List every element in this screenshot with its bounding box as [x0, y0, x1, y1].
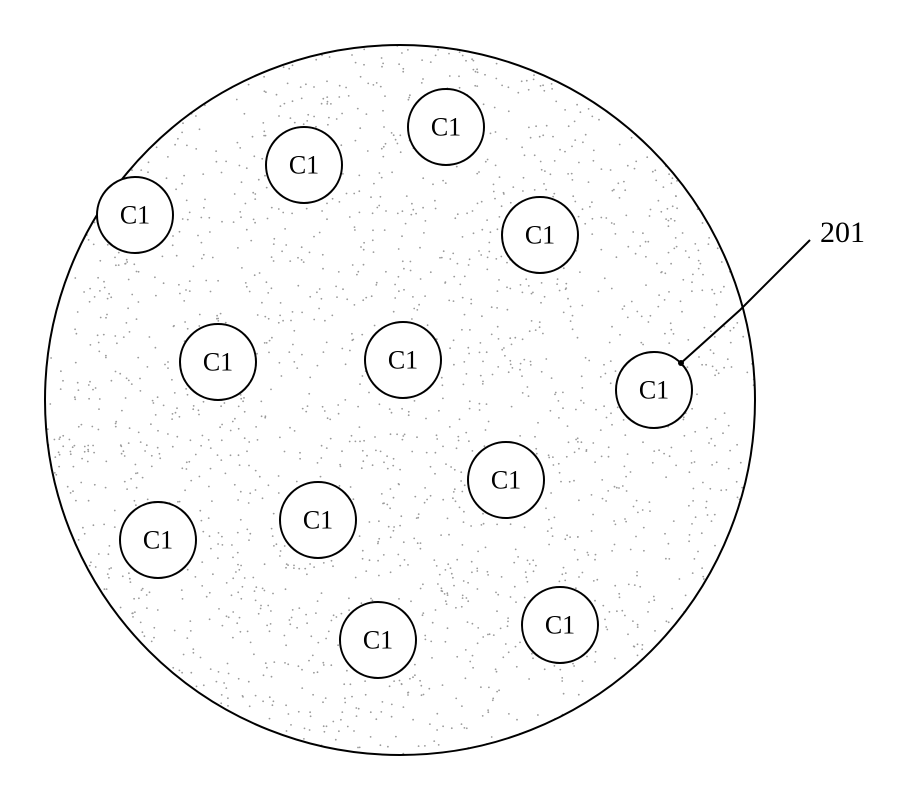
node-label: C1 [120, 201, 150, 230]
callout-leader-end [678, 360, 684, 366]
node-c1: C1 [408, 89, 484, 165]
node-label: C1 [363, 626, 393, 655]
node-c1: C1 [468, 442, 544, 518]
node-c1: C1 [365, 322, 441, 398]
node-label: C1 [303, 506, 333, 535]
node-label: C1 [289, 151, 319, 180]
node-c1: C1 [522, 587, 598, 663]
node-c1: C1 [97, 177, 173, 253]
node-label: C1 [143, 526, 173, 555]
node-c1: C1 [280, 482, 356, 558]
node-c1: C1 [502, 197, 578, 273]
callout-leader [681, 240, 810, 363]
node-c1: C1 [120, 502, 196, 578]
node-label: C1 [639, 376, 669, 405]
callout-label: 201 [820, 216, 865, 249]
node-label: C1 [525, 221, 555, 250]
node-label: C1 [491, 466, 521, 495]
node-label: C1 [431, 113, 461, 142]
node-c1: C1 [340, 602, 416, 678]
node-label: C1 [388, 346, 418, 375]
node-label: C1 [545, 611, 575, 640]
node-label: C1 [203, 348, 233, 377]
node-c1: C1 [266, 127, 342, 203]
node-c1: C1 [180, 324, 256, 400]
